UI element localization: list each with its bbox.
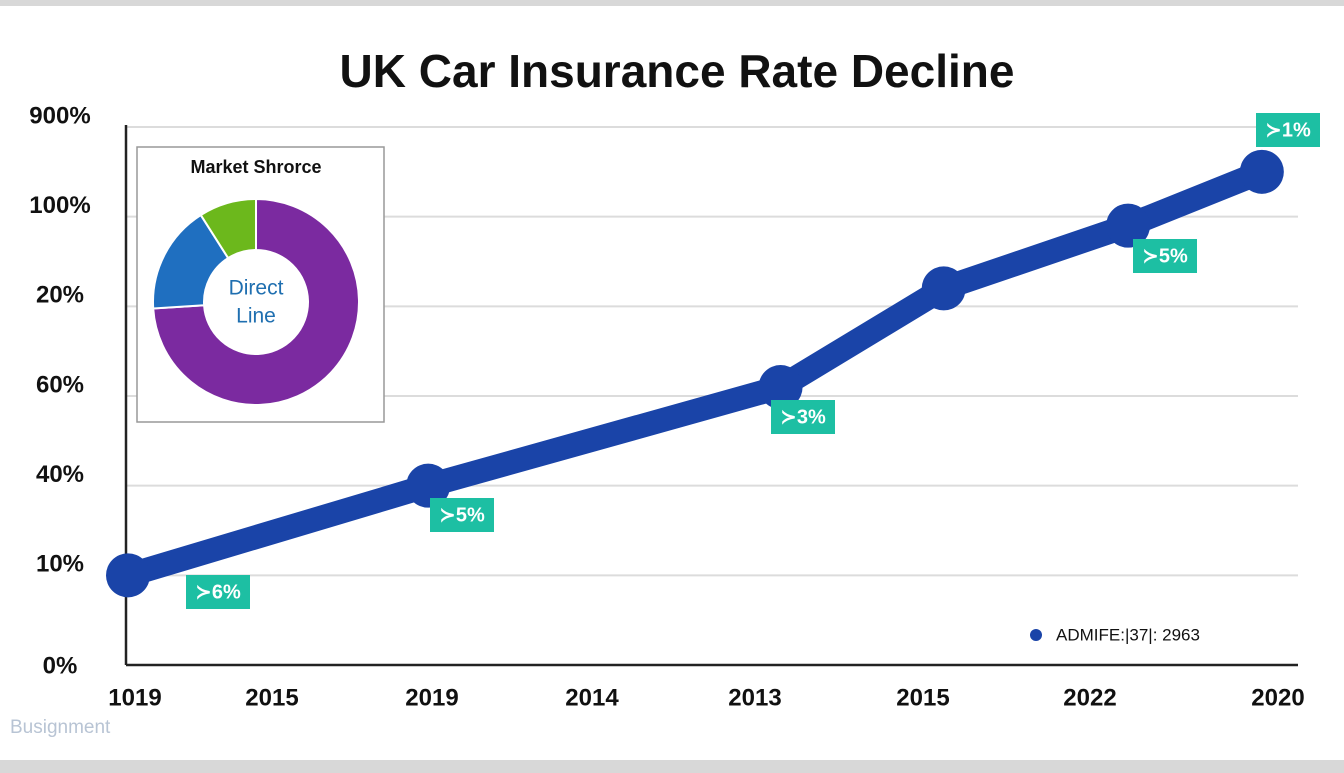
data-point (106, 553, 150, 598)
annotation: ≻5% (439, 504, 485, 526)
y-tick-label: 0% (43, 652, 78, 679)
pie-slice (152, 197, 360, 406)
inset-title: Market Shrorce (190, 157, 321, 177)
y-tick-label: 900% (29, 102, 90, 129)
x-tick-label: 2013 (728, 684, 781, 711)
data-point (758, 365, 803, 410)
annotation: ≻1% (1265, 119, 1311, 141)
x-tick-label: 2015 (896, 684, 949, 711)
annotation: ≻5% (1142, 245, 1188, 267)
pie-center-text: Line (236, 305, 276, 328)
data-point (1106, 203, 1151, 248)
pie-slice (199, 197, 257, 260)
y-tick-label: 60% (36, 371, 84, 398)
annotation-box (430, 498, 494, 532)
annotation-box (1133, 239, 1197, 273)
y-tick-label: 40% (36, 461, 84, 488)
annotation-box (1256, 113, 1320, 147)
x-tick-label: 2014 (565, 684, 619, 711)
x-tick-label: 2015 (245, 684, 298, 711)
x-tick-label: 2019 (405, 684, 458, 711)
y-tick-label: 20% (36, 282, 84, 309)
data-point (1239, 149, 1284, 194)
annotation-box (771, 400, 835, 434)
pie-center-text: Direct (229, 277, 284, 300)
annotation: ≻6% (195, 581, 241, 603)
legend-marker (1030, 629, 1042, 641)
annotation-box (186, 575, 250, 609)
data-line (124, 160, 1267, 587)
legend-label: ADMIFE:|37|: 2963 (1056, 625, 1200, 644)
data-point (406, 463, 451, 508)
y-tick-label: 100% (29, 192, 90, 219)
data-point (921, 266, 966, 311)
x-tick-label: 1019 (108, 684, 161, 711)
x-tick-label: 2022 (1063, 684, 1116, 711)
x-tick-label: 2020 (1251, 684, 1304, 711)
chart-title: UK Car Insurance Rate Decline (340, 45, 1015, 97)
watermark: Busignment (10, 717, 111, 738)
annotation: ≻3% (780, 406, 826, 428)
y-tick-label: 10% (36, 551, 84, 578)
